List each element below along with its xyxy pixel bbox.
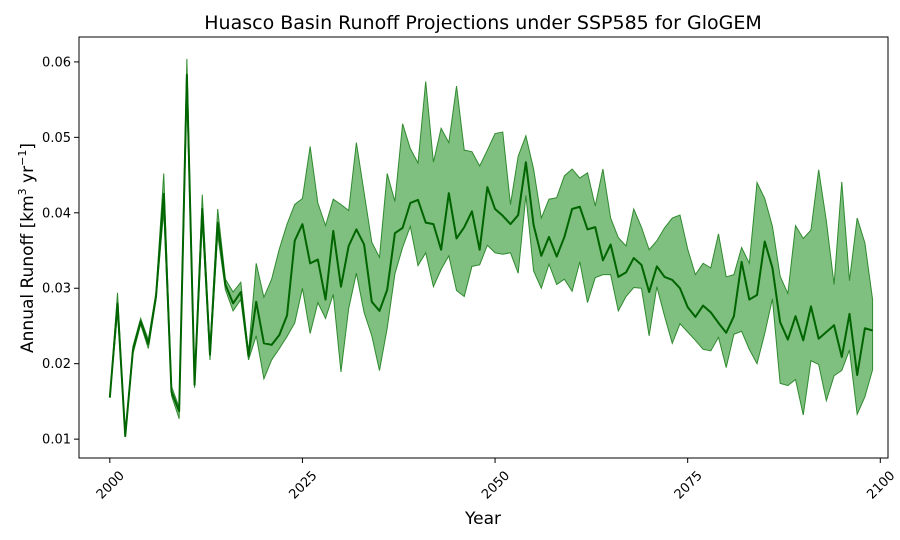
y-tick-label: 0.01 xyxy=(42,433,71,448)
mean-runoff-line xyxy=(108,73,873,438)
y-tick-label: 0.02 xyxy=(42,357,71,372)
y-tick-label: 0.04 xyxy=(42,206,71,221)
uncertainty-band xyxy=(109,58,874,437)
axes-frame xyxy=(78,36,889,459)
plot-area xyxy=(108,58,874,438)
y-tick-label: 0.05 xyxy=(42,131,71,146)
y-tick-label: 0.06 xyxy=(42,55,71,70)
chart-title: Huasco Basin Runoff Projections under SS… xyxy=(204,12,761,34)
y-tick-label: 0.03 xyxy=(42,282,71,297)
y-axis-label: Annual Runoff [km3 yr−1] xyxy=(16,143,38,353)
y-axis-ticks: 0.01 0.02 0.03 0.04 0.05 0.06 xyxy=(42,55,79,448)
x-axis-label: Year xyxy=(464,509,501,529)
